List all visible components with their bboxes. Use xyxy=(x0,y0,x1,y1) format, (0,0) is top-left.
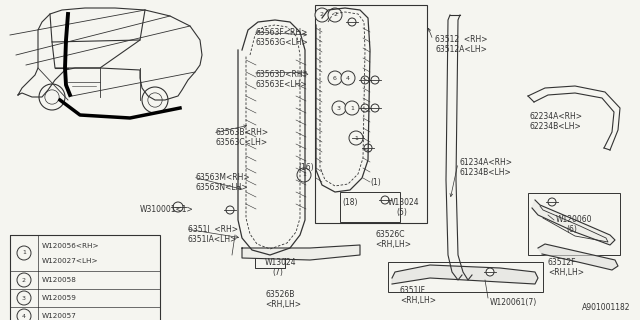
Text: 63526B: 63526B xyxy=(265,290,294,299)
Text: 61234A<RH>: 61234A<RH> xyxy=(460,158,513,167)
Text: W310001<1>: W310001<1> xyxy=(140,205,194,214)
Circle shape xyxy=(315,8,329,22)
Text: 63563E<LH>: 63563E<LH> xyxy=(255,80,307,89)
Text: 2: 2 xyxy=(320,12,324,18)
Text: 6351I  <RH>: 6351I <RH> xyxy=(188,225,238,234)
Circle shape xyxy=(17,309,31,320)
Circle shape xyxy=(17,246,31,260)
Text: <RH,LH>: <RH,LH> xyxy=(400,296,436,305)
Bar xyxy=(340,192,400,222)
Circle shape xyxy=(17,273,31,287)
Text: 63563F<RH>: 63563F<RH> xyxy=(255,28,307,37)
Text: 63563N<LH>: 63563N<LH> xyxy=(195,183,248,192)
Text: 63526C: 63526C xyxy=(375,230,404,239)
Bar xyxy=(315,5,427,223)
Circle shape xyxy=(349,131,363,145)
Circle shape xyxy=(354,134,362,142)
Text: 63563C<LH>: 63563C<LH> xyxy=(215,138,267,147)
Circle shape xyxy=(328,8,342,22)
Text: 3: 3 xyxy=(337,106,341,110)
Text: <RH,LH>: <RH,LH> xyxy=(548,268,584,277)
Text: (1): (1) xyxy=(370,178,381,187)
Text: 61234B<LH>: 61234B<LH> xyxy=(460,168,512,177)
Text: 4: 4 xyxy=(346,76,350,81)
Circle shape xyxy=(348,18,356,26)
Text: 6: 6 xyxy=(333,76,337,81)
Text: 63512  <RH>: 63512 <RH> xyxy=(435,35,488,44)
Polygon shape xyxy=(532,200,615,245)
Circle shape xyxy=(345,101,359,115)
Text: W120061(7): W120061(7) xyxy=(490,298,537,307)
Circle shape xyxy=(341,71,355,85)
Text: W120057: W120057 xyxy=(42,313,77,319)
Text: W13024: W13024 xyxy=(388,198,420,207)
Circle shape xyxy=(371,76,379,84)
Text: 1: 1 xyxy=(22,251,26,255)
Text: 62234A<RH>: 62234A<RH> xyxy=(530,112,583,121)
Text: W120027<LH>: W120027<LH> xyxy=(42,258,99,264)
Text: 62234B<LH>: 62234B<LH> xyxy=(530,122,582,131)
Circle shape xyxy=(361,104,369,112)
Circle shape xyxy=(381,196,389,204)
Text: 1: 1 xyxy=(354,135,358,140)
Circle shape xyxy=(297,168,311,182)
Text: 63512A<LH>: 63512A<LH> xyxy=(435,45,487,54)
Circle shape xyxy=(371,104,379,112)
Text: <RH,LH>: <RH,LH> xyxy=(265,300,301,309)
Circle shape xyxy=(548,198,556,206)
Text: 6351IA<LH>: 6351IA<LH> xyxy=(188,235,237,244)
Text: (7): (7) xyxy=(272,268,283,277)
Text: 63512F: 63512F xyxy=(548,258,577,267)
Text: 1: 1 xyxy=(302,172,306,178)
Bar xyxy=(10,235,160,320)
Text: 4: 4 xyxy=(22,314,26,318)
Text: 63563B<RH>: 63563B<RH> xyxy=(215,128,268,137)
Polygon shape xyxy=(242,245,360,260)
Text: (16): (16) xyxy=(298,163,314,172)
Text: A901001182: A901001182 xyxy=(582,303,630,312)
Text: 2: 2 xyxy=(333,12,337,18)
Text: W13024: W13024 xyxy=(265,258,296,267)
Text: 63563D<RH>: 63563D<RH> xyxy=(255,70,309,79)
Polygon shape xyxy=(538,244,618,270)
Circle shape xyxy=(486,268,494,276)
Text: 2: 2 xyxy=(22,277,26,283)
Bar xyxy=(528,193,620,255)
Text: W120058: W120058 xyxy=(42,277,77,283)
Text: 3: 3 xyxy=(22,295,26,300)
Polygon shape xyxy=(392,265,538,284)
Text: W120056<RH>: W120056<RH> xyxy=(42,243,100,249)
Text: 6351IF: 6351IF xyxy=(400,286,426,295)
Circle shape xyxy=(328,71,342,85)
Text: W120060: W120060 xyxy=(556,215,593,224)
Text: 1: 1 xyxy=(350,106,354,110)
Circle shape xyxy=(226,206,234,214)
Text: (18): (18) xyxy=(342,198,358,207)
Text: 63563M<RH>: 63563M<RH> xyxy=(195,173,250,182)
Circle shape xyxy=(364,144,372,152)
Text: 63563G<LH>: 63563G<LH> xyxy=(255,38,308,47)
Text: <RH,LH>: <RH,LH> xyxy=(375,240,411,249)
Circle shape xyxy=(17,291,31,305)
Circle shape xyxy=(332,101,346,115)
Bar xyxy=(388,262,543,292)
Circle shape xyxy=(173,202,183,212)
Text: W120059: W120059 xyxy=(42,295,77,301)
Text: (6): (6) xyxy=(566,225,577,234)
Circle shape xyxy=(361,76,369,84)
Text: (5): (5) xyxy=(396,208,407,217)
